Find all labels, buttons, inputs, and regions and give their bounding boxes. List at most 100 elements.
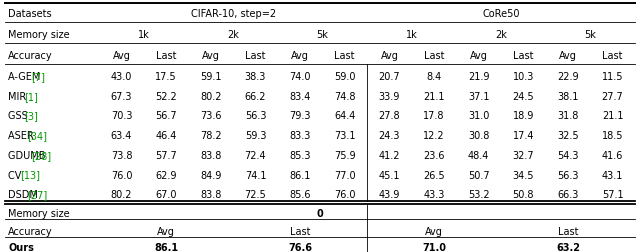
Text: Last: Last — [513, 51, 534, 61]
Text: 27.7: 27.7 — [602, 91, 623, 101]
Text: 86.1: 86.1 — [289, 170, 311, 180]
Text: Last: Last — [156, 51, 177, 61]
Text: Avg: Avg — [380, 51, 398, 61]
Text: 86.1: 86.1 — [154, 242, 178, 252]
Text: 10.3: 10.3 — [513, 72, 534, 82]
Text: 50.8: 50.8 — [513, 190, 534, 200]
Text: 66.2: 66.2 — [244, 91, 266, 101]
Text: Memory size: Memory size — [8, 208, 70, 218]
Text: 43.3: 43.3 — [423, 190, 445, 200]
Text: 76.6: 76.6 — [288, 242, 312, 252]
Text: 74.8: 74.8 — [334, 91, 355, 101]
Text: GDUMB: GDUMB — [8, 150, 49, 160]
Text: 23.6: 23.6 — [423, 150, 445, 160]
Text: Ours: Ours — [8, 242, 34, 252]
Text: 38.3: 38.3 — [244, 72, 266, 82]
Text: 71.0: 71.0 — [422, 242, 446, 252]
Text: [13]: [13] — [20, 170, 40, 180]
Text: 84.9: 84.9 — [200, 170, 221, 180]
Text: 64.4: 64.4 — [334, 111, 355, 121]
Text: Avg: Avg — [291, 51, 309, 61]
Text: 5k: 5k — [316, 30, 328, 40]
Text: 50.7: 50.7 — [468, 170, 490, 180]
Text: 54.3: 54.3 — [557, 150, 579, 160]
Text: 31.0: 31.0 — [468, 111, 490, 121]
Text: 85.6: 85.6 — [289, 190, 311, 200]
Text: 83.4: 83.4 — [289, 91, 311, 101]
Text: 83.8: 83.8 — [200, 150, 221, 160]
Text: 21.1: 21.1 — [423, 91, 445, 101]
Text: 80.2: 80.2 — [200, 91, 221, 101]
Text: 78.2: 78.2 — [200, 131, 221, 141]
Text: 73.1: 73.1 — [334, 131, 355, 141]
Text: [7]: [7] — [31, 72, 45, 82]
Text: 22.9: 22.9 — [557, 72, 579, 82]
Text: Last: Last — [424, 51, 444, 61]
Text: 56.3: 56.3 — [244, 111, 266, 121]
Text: 17.8: 17.8 — [423, 111, 445, 121]
Text: 76.0: 76.0 — [111, 170, 132, 180]
Text: 59.3: 59.3 — [244, 131, 266, 141]
Text: MIR: MIR — [8, 91, 29, 101]
Text: Last: Last — [245, 51, 266, 61]
Text: 24.5: 24.5 — [513, 91, 534, 101]
Text: 2k: 2k — [495, 30, 507, 40]
Text: 43.1: 43.1 — [602, 170, 623, 180]
Text: [3]: [3] — [24, 111, 38, 121]
Text: Last: Last — [557, 226, 578, 236]
Text: 83.8: 83.8 — [200, 190, 221, 200]
Text: 46.4: 46.4 — [156, 131, 177, 141]
Text: 77.0: 77.0 — [334, 170, 356, 180]
Text: Last: Last — [335, 51, 355, 61]
Text: 76.0: 76.0 — [334, 190, 355, 200]
Text: 43.9: 43.9 — [379, 190, 400, 200]
Text: 5k: 5k — [584, 30, 596, 40]
Text: 26.5: 26.5 — [423, 170, 445, 180]
Text: 53.2: 53.2 — [468, 190, 490, 200]
Text: ASER: ASER — [8, 131, 37, 141]
Text: 70.3: 70.3 — [111, 111, 132, 121]
Text: 74.1: 74.1 — [244, 170, 266, 180]
Text: [28]: [28] — [31, 150, 51, 160]
Text: 1k: 1k — [406, 30, 417, 40]
Text: [34]: [34] — [28, 131, 47, 141]
Text: 52.2: 52.2 — [156, 91, 177, 101]
Text: [1]: [1] — [24, 91, 38, 101]
Text: 48.4: 48.4 — [468, 150, 490, 160]
Text: 85.3: 85.3 — [289, 150, 311, 160]
Text: 45.1: 45.1 — [379, 170, 400, 180]
Text: 8.4: 8.4 — [426, 72, 442, 82]
Text: 66.3: 66.3 — [557, 190, 579, 200]
Text: 1k: 1k — [138, 30, 150, 40]
Text: CoRe50: CoRe50 — [482, 9, 520, 19]
Text: 31.8: 31.8 — [557, 111, 579, 121]
Text: 57.7: 57.7 — [156, 150, 177, 160]
Text: Accuracy: Accuracy — [8, 51, 53, 61]
Text: 79.3: 79.3 — [289, 111, 311, 121]
Text: 62.9: 62.9 — [156, 170, 177, 180]
Text: A-GEM: A-GEM — [8, 72, 44, 82]
Text: 11.5: 11.5 — [602, 72, 623, 82]
Text: 73.8: 73.8 — [111, 150, 132, 160]
Text: Accuracy: Accuracy — [8, 226, 53, 236]
Text: 57.1: 57.1 — [602, 190, 623, 200]
Text: 63.2: 63.2 — [556, 242, 580, 252]
Text: 67.3: 67.3 — [111, 91, 132, 101]
Text: 63.4: 63.4 — [111, 131, 132, 141]
Text: 59.0: 59.0 — [334, 72, 355, 82]
Text: Avg: Avg — [157, 226, 175, 236]
Text: Last: Last — [602, 51, 623, 61]
Text: 37.1: 37.1 — [468, 91, 490, 101]
Text: 38.1: 38.1 — [557, 91, 579, 101]
Text: Avg: Avg — [425, 226, 443, 236]
Text: 56.7: 56.7 — [156, 111, 177, 121]
Text: 43.0: 43.0 — [111, 72, 132, 82]
Text: 74.0: 74.0 — [289, 72, 311, 82]
Text: Avg: Avg — [113, 51, 131, 61]
Text: 0: 0 — [317, 208, 323, 218]
Text: 18.9: 18.9 — [513, 111, 534, 121]
Text: 83.3: 83.3 — [289, 131, 311, 141]
Text: 41.2: 41.2 — [379, 150, 400, 160]
Text: 30.8: 30.8 — [468, 131, 490, 141]
Text: 24.3: 24.3 — [379, 131, 400, 141]
